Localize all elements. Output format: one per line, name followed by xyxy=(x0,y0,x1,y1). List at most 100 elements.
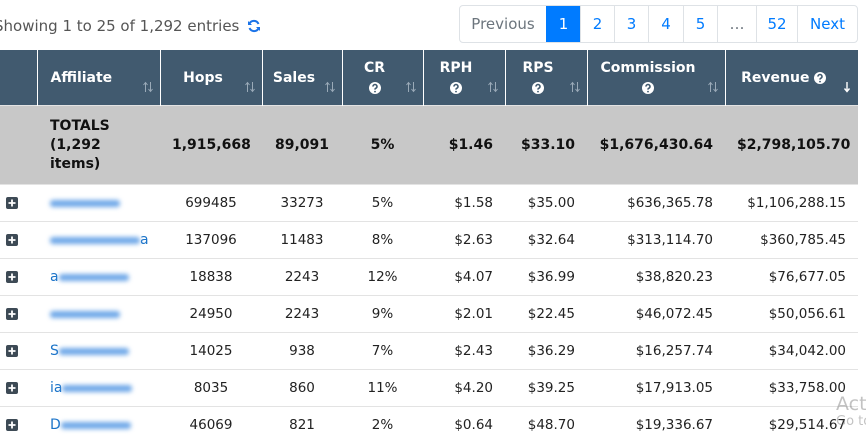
affiliate-cell[interactable]: ia xyxy=(37,369,160,407)
totals-text: 89,091 xyxy=(274,137,330,153)
help-icon xyxy=(814,71,827,84)
affiliate-cell[interactable] xyxy=(37,295,160,333)
affiliate-name[interactable]: S xyxy=(50,343,59,359)
column-header[interactable]: Revenue xyxy=(724,50,858,106)
data-cell: $50,056.61 xyxy=(725,295,858,333)
sort[interactable] xyxy=(142,79,154,95)
data-cell: $38,820.23 xyxy=(587,258,725,296)
blurred-name xyxy=(58,347,129,355)
data-row: 24950 2243 9% $2.01 $22.45 $46,072.45 $50,056.… xyxy=(0,295,858,333)
affiliate-cell[interactable]: a xyxy=(37,221,160,259)
column-header[interactable]: Commission xyxy=(586,50,725,106)
page-link[interactable]: 3 xyxy=(614,6,648,42)
pagination: Previous 1 2 3 4 5… 52 Next xyxy=(459,5,858,43)
blurred-name xyxy=(58,273,129,281)
affiliate-cell[interactable]: S xyxy=(37,332,160,370)
blurred-name xyxy=(50,236,140,244)
data-table: Affiliate Hops Sales CR RPH RPS Commission Reve… xyxy=(0,50,858,436)
page-link[interactable]: 52 xyxy=(756,6,797,42)
affiliate-name[interactable]: ia xyxy=(50,380,63,396)
column-header[interactable]: Affiliate xyxy=(36,50,160,106)
refresh-icon[interactable] xyxy=(247,19,261,33)
column-label: Sales xyxy=(272,69,316,86)
page-link[interactable]: 5 xyxy=(683,6,717,42)
data-cell: $36.99 xyxy=(505,258,587,296)
help-wrap xyxy=(430,80,483,96)
page-link[interactable]: 4 xyxy=(648,6,683,42)
help-icon xyxy=(368,81,381,94)
data-cell: 24950 xyxy=(160,295,262,333)
data-cell: 699485 xyxy=(160,184,262,222)
sort-icon xyxy=(244,81,255,93)
totals-cell: $33.10 xyxy=(505,105,587,185)
data-cell: 2% xyxy=(342,406,423,436)
sort[interactable] xyxy=(707,79,719,95)
data-cell: $313,114.70 xyxy=(587,221,725,259)
page-link[interactable]: 1 xyxy=(546,6,580,42)
data-row: ia 8035 860 11% $4.20 $39.25 $17,913.05 $33,758… xyxy=(0,369,858,407)
expand-cell[interactable] xyxy=(0,406,37,436)
affiliate-name[interactable]: a xyxy=(50,269,59,285)
data-cell: 11% xyxy=(342,369,423,407)
sort[interactable] xyxy=(405,79,417,95)
sort-icon xyxy=(843,82,851,93)
column-header[interactable]: CR xyxy=(341,50,423,106)
data-row: D 46069 821 2% $0.64 $48.70 $19,336.67 $29,514.… xyxy=(0,406,858,436)
expand-cell[interactable] xyxy=(0,332,37,370)
data-cell: $4.07 xyxy=(423,258,505,296)
data-cell: $19,336.67 xyxy=(587,406,725,436)
data-cell: $33,758.00 xyxy=(725,369,858,407)
expand-icon xyxy=(6,271,18,283)
sort[interactable] xyxy=(324,79,336,95)
affiliate-cell[interactable] xyxy=(37,184,160,222)
column-header[interactable]: RPH xyxy=(422,50,505,106)
page-link[interactable]: … xyxy=(717,6,756,42)
totals-cell: 5% xyxy=(342,105,423,185)
affiliate-name[interactable]: D xyxy=(50,417,61,433)
data-cell: $39.25 xyxy=(505,369,587,407)
affiliate-name[interactable]: a xyxy=(140,232,149,248)
sort[interactable] xyxy=(569,79,581,95)
sort-icon xyxy=(324,81,335,93)
column-label: Revenue xyxy=(741,69,810,86)
data-cell: $0.64 xyxy=(423,406,505,436)
data-cell: $22.45 xyxy=(505,295,587,333)
watermark-text: Act xyxy=(836,393,866,415)
affiliate-cell[interactable]: D xyxy=(37,406,160,436)
column-header[interactable]: RPS xyxy=(504,50,587,106)
sort[interactable] xyxy=(840,79,852,95)
data-cell: 8% xyxy=(342,221,423,259)
affiliate-cell[interactable]: a xyxy=(37,258,160,296)
expand-icon xyxy=(6,382,18,394)
column-header[interactable]: Sales xyxy=(261,50,342,106)
totals-cell: $1.46 xyxy=(423,105,505,185)
sort[interactable] xyxy=(487,79,499,95)
expand-cell[interactable] xyxy=(0,295,37,333)
expand-cell[interactable] xyxy=(0,369,37,407)
blurred-name xyxy=(50,199,120,207)
data-cell: $32.64 xyxy=(505,221,587,259)
data-cell: 2243 xyxy=(262,295,342,333)
totals-row: TOTALS (1,292 items) 1,915,668 89,091 5% $1.… xyxy=(0,105,858,185)
totals-text: $1.46 xyxy=(448,137,493,153)
data-cell: 8035 xyxy=(160,369,262,407)
page-next[interactable]: Next xyxy=(797,6,857,42)
expand-cell[interactable] xyxy=(0,258,37,296)
page-link[interactable]: 2 xyxy=(580,6,614,42)
sort[interactable] xyxy=(244,79,256,95)
column-label: CR xyxy=(363,59,386,76)
expand-cell[interactable] xyxy=(0,184,37,222)
data-cell: $36.29 xyxy=(505,332,587,370)
sort-icon xyxy=(707,81,718,93)
totals-text: $1,676,430.64 xyxy=(599,137,713,153)
data-cell: $34,042.00 xyxy=(725,332,858,370)
data-cell: 821 xyxy=(262,406,342,436)
data-cell: 860 xyxy=(262,369,342,407)
data-cell: $1.58 xyxy=(423,184,505,222)
expand-cell[interactable] xyxy=(0,221,37,259)
page-prev[interactable]: Previous xyxy=(471,15,535,33)
column-label: RPS xyxy=(522,59,554,76)
data-row: a 18838 2243 12% $4.07 $36.99 $38,820.23 $76,67… xyxy=(0,258,858,296)
totals-text: TOTALS (1,292 items) xyxy=(50,117,110,172)
column-header[interactable]: Hops xyxy=(159,50,262,106)
